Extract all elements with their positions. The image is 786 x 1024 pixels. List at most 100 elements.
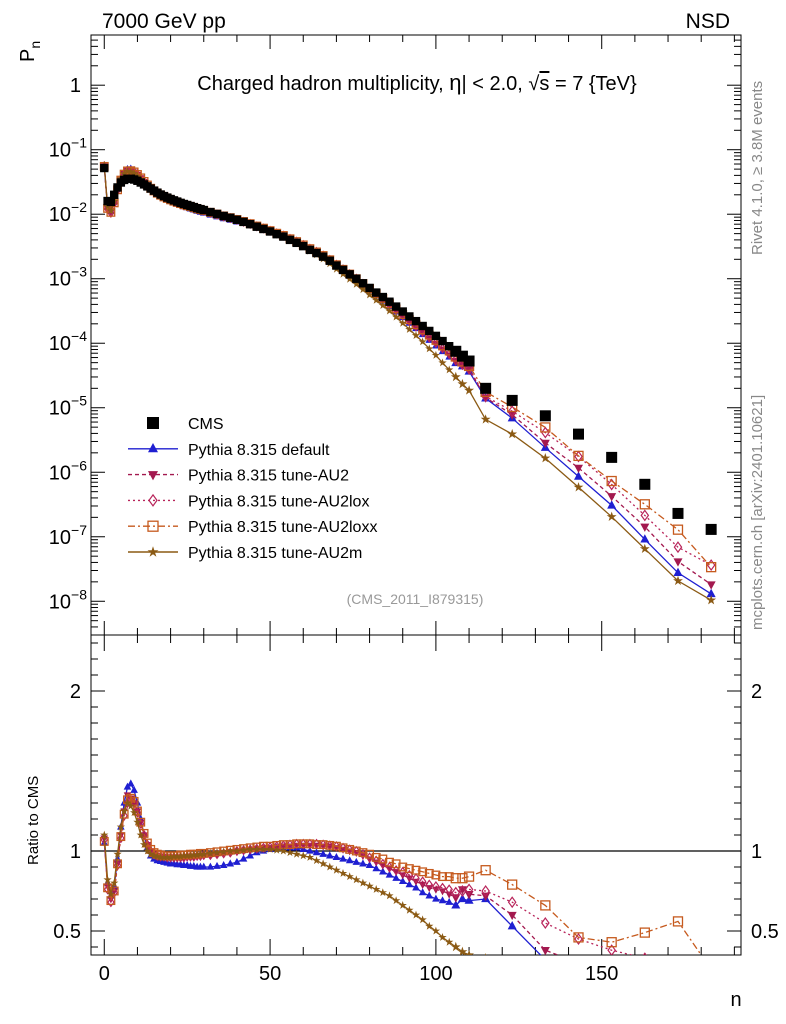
ratio-series-point <box>412 872 420 884</box>
ratio-y-tick-label-right: 0.5 <box>751 921 779 943</box>
ratio-series-point <box>438 872 447 882</box>
legend-marker <box>147 546 159 557</box>
cms-data-point <box>299 241 308 251</box>
ratio-series-point <box>345 844 355 854</box>
ratio-series-point <box>233 857 241 865</box>
ratio-series-point <box>425 921 434 930</box>
main-series-point <box>425 332 434 343</box>
ratio-series-point <box>136 830 145 839</box>
ratio-series-point <box>574 960 583 968</box>
cms-data-point <box>113 183 122 192</box>
ratio-series-point <box>398 862 408 872</box>
ratio-series-point <box>405 880 414 888</box>
main-y-axis-label: Pn <box>17 41 43 62</box>
ratio-series-point <box>432 880 440 892</box>
main-series-point <box>540 422 551 433</box>
cms-data-point <box>539 410 551 422</box>
ratio-series-point <box>507 911 517 921</box>
cms-data-point <box>110 190 119 199</box>
ratio-series-point <box>674 958 681 968</box>
ratio-series-point <box>318 840 328 850</box>
ratio-series-point <box>708 961 715 971</box>
cms-data-point <box>463 355 475 367</box>
main-axis-ticks: 1 10−1 10−2 10−3 10−4 10−5 10−6 10−7 10−8 <box>49 34 741 636</box>
cms-data-point <box>100 163 109 173</box>
ratio-series-point <box>226 859 235 867</box>
ratio-series-point <box>106 889 116 898</box>
ratio-series-point <box>113 859 122 869</box>
legend-item: Pythia 8.315 tune-AU2m <box>128 545 362 562</box>
ratio-series-point <box>252 845 261 853</box>
main-series-point <box>606 511 617 521</box>
ratio-y-tick-label-right: 2 <box>751 681 762 703</box>
main-series-point <box>574 471 583 480</box>
ratio-series-point <box>673 987 682 995</box>
ratio-series-point <box>298 839 308 849</box>
ratio-series-point <box>418 915 427 924</box>
ratio-series-point <box>451 900 461 909</box>
main-series-point <box>120 169 129 178</box>
ratio-series-point <box>372 855 380 866</box>
ratio-series-point <box>405 905 414 914</box>
ratio-series-point <box>325 840 335 850</box>
ratio-series-point <box>432 894 440 902</box>
ratio-series-point <box>183 851 192 860</box>
ratio-series-point <box>126 779 135 787</box>
ratio-series-point <box>345 872 354 881</box>
ratio-series-point <box>169 852 179 861</box>
main-series-point <box>606 475 617 487</box>
main-title-mid: | < 2.0, <box>462 73 529 95</box>
main-series-point <box>352 279 361 288</box>
main-y-axis-label-sub: n <box>27 41 43 49</box>
ratio-series-point <box>450 873 461 884</box>
ratio-series-point <box>464 949 474 955</box>
cms-data-point <box>358 279 368 288</box>
main-series-point <box>418 326 427 338</box>
legend-label: CMS <box>188 416 224 433</box>
main-y-tick-label: 10−1 <box>49 135 87 162</box>
ratio-series-point <box>464 883 474 896</box>
main-title-s: s <box>539 73 549 95</box>
rivet-version-label: Rivet 4.1.0, ≥ 3.8M events <box>749 81 766 255</box>
main-title-prefix: Charged hadron multiplicity, <box>197 73 449 95</box>
main-series-point <box>607 493 617 502</box>
cms-data-point <box>385 297 394 306</box>
ratio-series-point <box>545 954 546 955</box>
main-series-point <box>431 350 441 359</box>
main-series-point <box>445 365 454 374</box>
cms-data-point <box>232 215 242 224</box>
ratio-series-point <box>292 849 301 858</box>
ratio-series-point <box>219 861 228 869</box>
ratio-series-point <box>116 822 125 831</box>
header-energy-label: 7000 GeV pp <box>102 10 226 33</box>
ratio-series-point <box>574 933 583 945</box>
ratio-series-point <box>332 853 341 861</box>
cms-data-point <box>199 205 208 215</box>
x-axis-label: n <box>730 989 741 1011</box>
ratio-series-point <box>392 864 400 876</box>
main-series-point <box>372 295 381 304</box>
main-series-point <box>405 319 414 327</box>
ratio-series-point <box>312 840 321 850</box>
cms-data-point <box>405 312 414 321</box>
ratio-series-point <box>378 888 387 897</box>
ratio-series-point <box>391 896 401 905</box>
ratio-series-point <box>445 891 453 899</box>
ratio-series-point <box>351 846 361 856</box>
cms-data-point <box>312 248 321 258</box>
cms-data-point <box>391 302 401 311</box>
ratio-series-point <box>239 854 248 862</box>
cms-data-point <box>365 283 374 293</box>
cms-data-point <box>285 235 295 245</box>
ratio-series-point <box>412 883 420 891</box>
ratio-series-point <box>392 873 400 881</box>
ratio-series-point <box>540 971 550 980</box>
ratio-series-point <box>126 801 135 810</box>
ratio-series-point <box>159 853 169 861</box>
ratio-series-point <box>193 850 202 859</box>
main-series-point <box>640 534 650 543</box>
ratio-series-point <box>206 849 215 857</box>
ratio-series-point <box>445 897 453 905</box>
ratio-series-point <box>672 916 684 927</box>
ratio-series-point <box>130 808 139 817</box>
